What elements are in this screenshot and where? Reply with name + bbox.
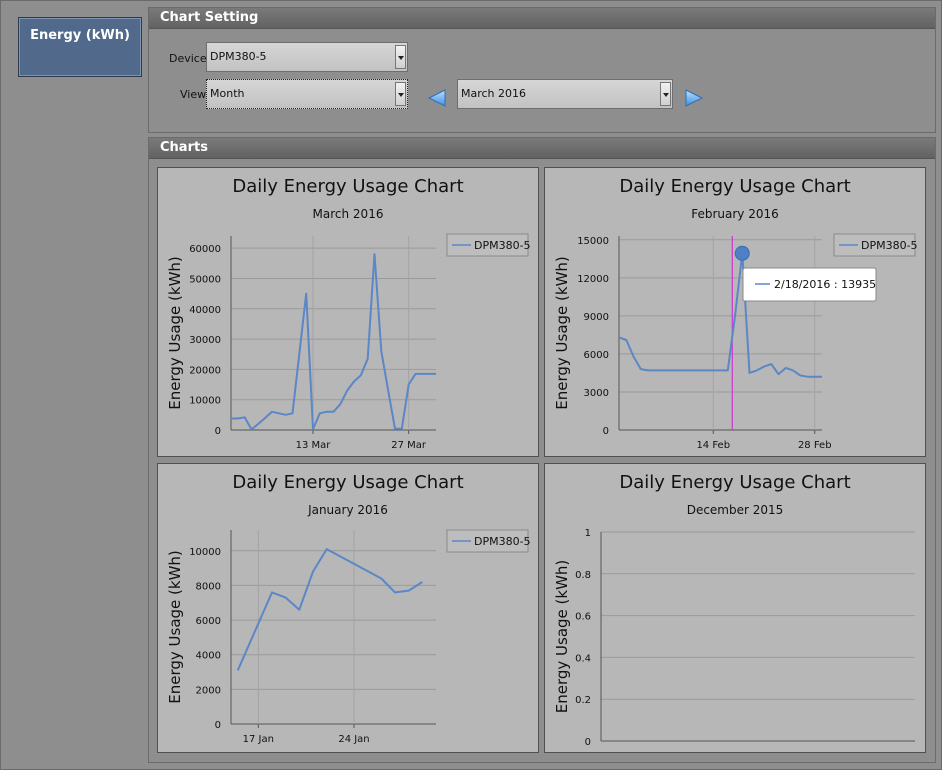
chart-march-2016: Daily Energy Usage Chart March 2016 Energy… (166, 176, 531, 451)
chevron-down-icon[interactable] (395, 82, 406, 106)
chart-subtitle: February 2016 (691, 207, 779, 221)
chart-january-2016: Daily Energy Usage Chart January 2016 Ener… (166, 472, 531, 745)
y-tick-label: 9000 (584, 312, 609, 323)
y-tick-label: 0.4 (575, 653, 591, 664)
y-tick-label: 3000 (584, 388, 609, 399)
energy-kwh-button-label: Energy (kWh) (30, 28, 130, 43)
chart-card-december: Daily Energy Usage Chart December 2015 Ene… (544, 463, 926, 753)
chart-setting-panel: Chart Setting Device DPM380-5 View Month… (148, 7, 936, 133)
legend: DPM380-5 (446, 529, 531, 553)
period-select-value: March 2016 (461, 87, 527, 100)
y-tick-label: 6000 (584, 350, 609, 361)
chart-title: Daily Energy Usage Chart (619, 472, 850, 493)
y-tick-label: 40000 (189, 305, 221, 316)
series-line-1 (231, 253, 436, 431)
energy-kwh-button[interactable]: Energy (kWh) (18, 17, 142, 77)
y-tick-label: 12000 (577, 274, 609, 285)
previous-period-arrow-icon[interactable] (427, 88, 447, 108)
view-select[interactable]: Month (206, 79, 408, 109)
chart-subtitle: March 2016 (313, 207, 384, 221)
y-tick-label: 8000 (196, 581, 221, 592)
legend-label: DPM380-5 (474, 535, 531, 548)
view-select-value: Month (210, 87, 245, 100)
period-select[interactable]: March 2016 (457, 79, 673, 109)
next-period-arrow-icon[interactable] (684, 88, 704, 108)
y-tick-label: 0 (215, 426, 221, 437)
legend-box (446, 233, 529, 257)
y-tick-label: 0 (215, 720, 221, 731)
chart-card-january: Daily Energy Usage Chart January 2016 Ener… (157, 463, 539, 753)
y-tick-label: 30000 (189, 335, 221, 346)
x-tick-label: 13 Mar (296, 440, 332, 451)
legend: DPM380-5 (446, 233, 531, 257)
chart-title: Daily Energy Usage Chart (232, 176, 463, 197)
y-tick-label: 0.8 (575, 570, 591, 581)
y-tick-label: 60000 (189, 244, 221, 255)
tooltip-text: 2/18/2016 : 13935 (774, 278, 876, 291)
charts-header: Charts (149, 138, 935, 159)
x-tick-label: 14 Feb (696, 440, 730, 451)
y-tick-label: 2000 (196, 685, 221, 696)
tooltip-box (742, 267, 877, 302)
device-select[interactable]: DPM380-5 (206, 42, 408, 72)
y-tick-label: 4000 (196, 651, 221, 662)
x-tick-label: 27 Mar (391, 440, 427, 451)
y-tick-label: 6000 (196, 616, 221, 627)
chart-title: Daily Energy Usage Chart (232, 472, 463, 493)
y-tick-label: 20000 (189, 365, 221, 376)
y-axis-label: Energy Usage (kWh) (166, 550, 184, 704)
y-tick-label: 10000 (189, 396, 221, 407)
legend-box (833, 233, 916, 257)
highlight-point (734, 245, 750, 261)
x-tick-label: 24 Jan (338, 734, 369, 745)
view-label: View (180, 88, 207, 101)
legend: DPM380-5 (833, 233, 918, 257)
x-tick-label: 28 Feb (798, 440, 832, 451)
device-label: Device (169, 52, 207, 65)
chart-title: Daily Energy Usage Chart (619, 176, 850, 197)
chart-february-2016: Daily Energy Usage Chart February 2016 Ene… (553, 176, 918, 451)
chart-card-march: Daily Energy Usage Chart March 2016 Energy… (157, 167, 539, 457)
y-tick-label: 10000 (189, 547, 221, 558)
series-line-1 (618, 252, 822, 378)
chart-subtitle: January 2016 (307, 503, 388, 517)
y-tick-label: 0 (585, 737, 591, 748)
y-tick-label: 1 (585, 528, 591, 539)
y-tick-label: 0.2 (575, 695, 591, 706)
chevron-down-icon[interactable] (660, 82, 671, 106)
y-tick-label: 15000 (577, 236, 609, 247)
chart-setting-header: Chart Setting (149, 8, 935, 29)
chart-card-february: Daily Energy Usage Chart February 2016 Ene… (544, 167, 926, 457)
chart-december-2015: Daily Energy Usage Chart December 2015 Ene… (553, 472, 915, 748)
y-tick-label: 50000 (189, 274, 221, 285)
series-line-1 (236, 548, 423, 671)
y-axis-label: Energy Usage (kWh) (166, 256, 184, 410)
y-tick-label: 0.6 (575, 612, 591, 623)
legend-label: DPM380-5 (474, 239, 531, 252)
legend-box (446, 529, 529, 553)
chart-subtitle: December 2015 (687, 503, 784, 517)
charts-panel: Charts Daily Energy Usage Chart March 201… (148, 137, 936, 763)
y-axis-label: Energy Usage (kWh) (553, 560, 571, 714)
y-axis-label: Energy Usage (kWh) (553, 256, 571, 410)
device-select-value: DPM380-5 (210, 50, 267, 63)
chevron-down-icon[interactable] (395, 45, 406, 69)
y-tick-label: 0 (603, 426, 609, 437)
x-tick-label: 17 Jan (243, 734, 274, 745)
legend-label: DPM380-5 (861, 239, 918, 252)
